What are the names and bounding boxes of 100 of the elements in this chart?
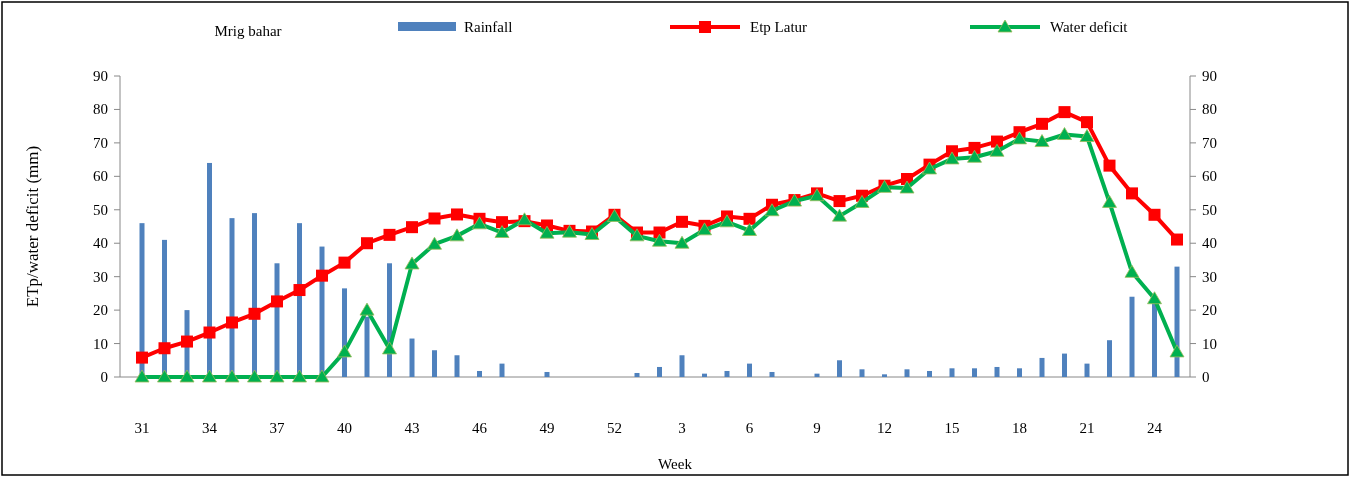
x-tick-label: 49 xyxy=(539,420,555,436)
point xyxy=(337,344,352,358)
y-tick-label: 90 xyxy=(93,68,108,84)
x-tick-label: 3 xyxy=(678,420,686,436)
x-tick-label: 12 xyxy=(877,420,892,436)
bar xyxy=(972,368,977,377)
point xyxy=(1148,208,1161,221)
point xyxy=(854,195,870,208)
bar xyxy=(882,374,887,377)
bar xyxy=(544,371,550,377)
point xyxy=(1079,129,1095,142)
point xyxy=(224,369,240,383)
legend-label: Rainfall xyxy=(464,19,513,35)
bar xyxy=(1017,368,1022,377)
bar xyxy=(1084,363,1090,377)
point xyxy=(383,228,396,241)
point xyxy=(742,223,757,236)
y-tick-label: 80 xyxy=(93,101,108,118)
y-tick-label: 60 xyxy=(93,168,108,185)
point xyxy=(1081,116,1093,129)
point xyxy=(764,203,780,217)
x-tick-label: 46 xyxy=(472,420,488,436)
x-tick-label: 24 xyxy=(1147,420,1163,436)
y2-tick-label: 80 xyxy=(1202,101,1217,118)
point xyxy=(134,369,150,383)
y-tick-label: 40 xyxy=(93,235,108,252)
y-tick-label: 30 xyxy=(93,268,108,285)
y-tick-label: 50 xyxy=(93,201,108,218)
legend-label: Etp Latur xyxy=(750,19,808,35)
point xyxy=(1147,291,1162,305)
point xyxy=(743,212,756,225)
point xyxy=(314,369,330,383)
point xyxy=(271,295,283,308)
bar xyxy=(364,316,370,377)
point xyxy=(181,335,193,348)
y2-tick-label: 90 xyxy=(1202,68,1217,84)
bar xyxy=(679,355,685,377)
point xyxy=(359,302,375,316)
x-tick-label: 37 xyxy=(269,420,285,436)
bar xyxy=(1039,357,1045,377)
point xyxy=(674,235,690,249)
x-tick-label: 34 xyxy=(202,420,218,436)
bar xyxy=(1129,296,1135,377)
bar xyxy=(994,366,1000,377)
bar xyxy=(1152,303,1157,377)
point xyxy=(496,216,508,229)
point xyxy=(136,351,148,364)
point xyxy=(1102,195,1117,208)
point xyxy=(1036,117,1048,130)
bar xyxy=(747,363,752,377)
point xyxy=(247,369,262,383)
bar xyxy=(904,369,910,377)
y2-tick-label: 10 xyxy=(1202,335,1217,352)
point xyxy=(944,151,960,165)
point xyxy=(832,208,847,222)
point xyxy=(922,161,937,175)
bar xyxy=(432,350,437,377)
bar xyxy=(859,369,865,377)
y-axis-title: ETp/water deficit (mm) xyxy=(23,145,42,308)
bar xyxy=(454,355,460,377)
legend-label: Water deficit xyxy=(1050,19,1129,35)
point xyxy=(338,256,351,269)
point xyxy=(1034,134,1050,147)
point xyxy=(451,208,463,221)
point xyxy=(494,225,510,238)
bar xyxy=(769,371,775,377)
bar xyxy=(634,372,640,377)
y-tick-label: 70 xyxy=(93,134,108,151)
point xyxy=(157,369,172,383)
point xyxy=(1012,131,1027,145)
bar xyxy=(837,360,842,377)
y2-tick-label: 0 xyxy=(1202,369,1210,385)
bar xyxy=(657,366,662,377)
point xyxy=(158,342,171,355)
point xyxy=(652,233,667,247)
x-tick-label: 18 xyxy=(1012,420,1027,436)
y2-tick-label: 40 xyxy=(1202,235,1217,252)
bar xyxy=(724,370,730,377)
point xyxy=(316,269,328,282)
point xyxy=(1171,233,1183,246)
y2-tick-label: 60 xyxy=(1202,168,1217,185)
x-tick-label: 40 xyxy=(337,420,352,436)
point xyxy=(472,216,487,230)
point xyxy=(449,228,465,242)
point xyxy=(226,316,238,329)
bar xyxy=(409,338,415,377)
x-tick-label: 31 xyxy=(134,420,150,436)
x-tick-label: 43 xyxy=(404,420,420,436)
point xyxy=(676,215,688,228)
point xyxy=(1169,344,1185,358)
point xyxy=(719,214,735,228)
point xyxy=(203,326,216,339)
bar xyxy=(1107,340,1112,377)
point xyxy=(382,341,397,355)
x-tick-label: 6 xyxy=(745,420,754,436)
bar xyxy=(949,368,955,377)
y-tick-label: 20 xyxy=(93,302,108,319)
point xyxy=(697,222,712,236)
point xyxy=(269,369,285,383)
point xyxy=(1124,264,1140,278)
